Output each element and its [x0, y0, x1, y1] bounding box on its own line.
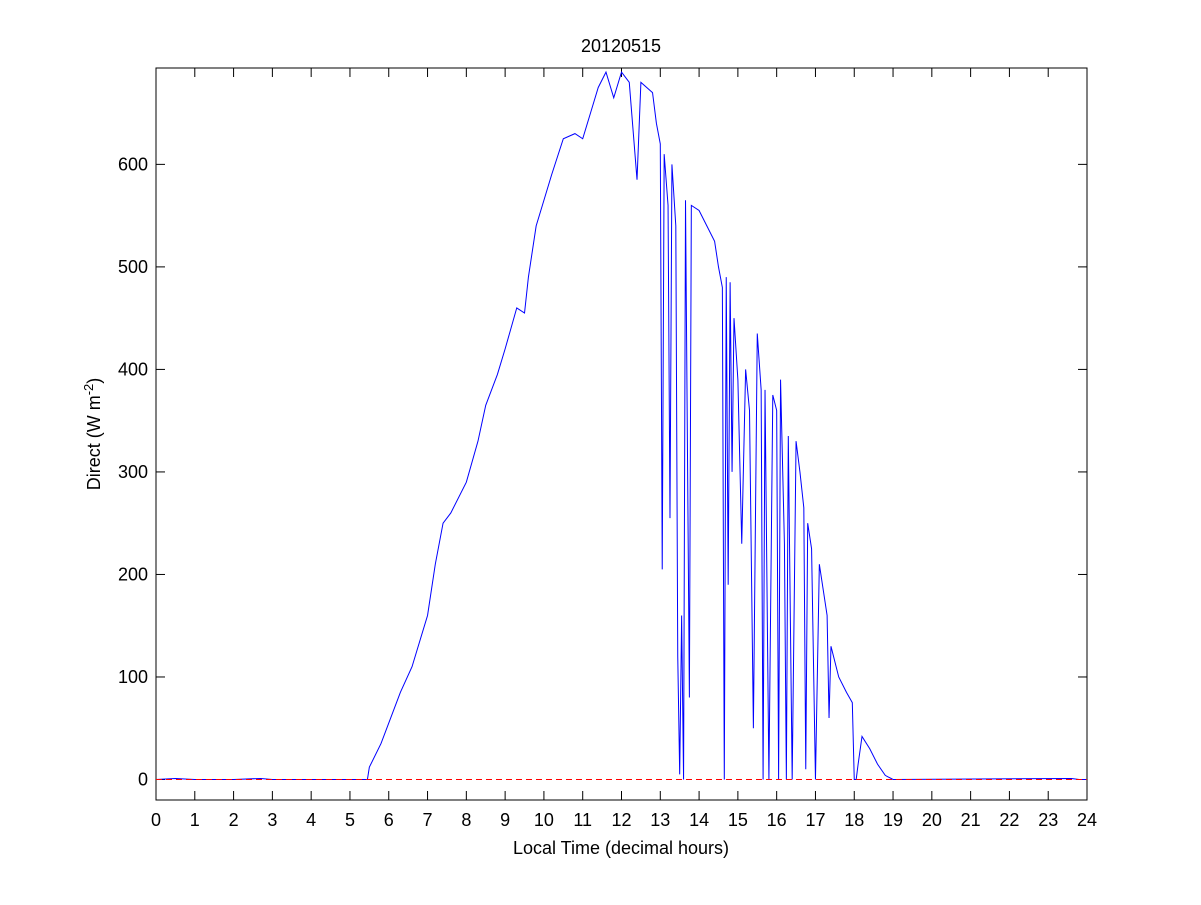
x-tick-label: 22 — [999, 810, 1019, 830]
x-tick-label: 21 — [961, 810, 981, 830]
chart-title: 20120515 — [581, 36, 661, 56]
plot-frame — [155, 67, 1088, 801]
x-tick-label: 5 — [345, 810, 355, 830]
x-tick-label: 19 — [883, 810, 903, 830]
x-tick-label: 18 — [844, 810, 864, 830]
x-tick-label: 17 — [805, 810, 825, 830]
x-tick-label: 7 — [423, 810, 433, 830]
x-tick-label: 9 — [500, 810, 510, 830]
x-tick-label: 15 — [728, 810, 748, 830]
y-axis-label: Direct (W m-2) — [81, 378, 104, 491]
x-tick-label: 1 — [190, 810, 200, 830]
x-tick-label: 23 — [1038, 810, 1058, 830]
y-tick-label: 400 — [118, 359, 148, 379]
x-axis-label: Local Time (decimal hours) — [513, 838, 729, 858]
x-tick-label: 11 — [573, 810, 592, 830]
x-tick-label: 8 — [461, 810, 471, 830]
x-tick-label: 14 — [689, 810, 709, 830]
y-label-suffix: ) — [84, 378, 104, 384]
y-tick-label: 600 — [118, 154, 148, 174]
y-tick-label: 300 — [118, 462, 148, 482]
y-tick-label: 500 — [118, 257, 148, 277]
x-tick-label: 13 — [650, 810, 670, 830]
x-tick-label: 3 — [267, 810, 277, 830]
x-tick-label: 10 — [534, 810, 554, 830]
x-tick-label: 2 — [229, 810, 239, 830]
x-tick-label: 24 — [1077, 810, 1097, 830]
x-tick-label: 6 — [384, 810, 394, 830]
y-label-text: Direct (W m — [84, 395, 104, 490]
x-tick-label: 20 — [922, 810, 942, 830]
y-tick-label: 200 — [118, 564, 148, 584]
y-tick-label: 100 — [118, 667, 148, 687]
x-tick-label: 16 — [767, 810, 787, 830]
x-tick-label: 12 — [611, 810, 631, 830]
data-line — [155, 70, 1087, 781]
x-tick-label: 4 — [306, 810, 316, 830]
y-tick-label: 0 — [138, 769, 148, 789]
x-tick-label: 0 — [151, 810, 161, 830]
y-label-sup: -2 — [81, 384, 96, 396]
